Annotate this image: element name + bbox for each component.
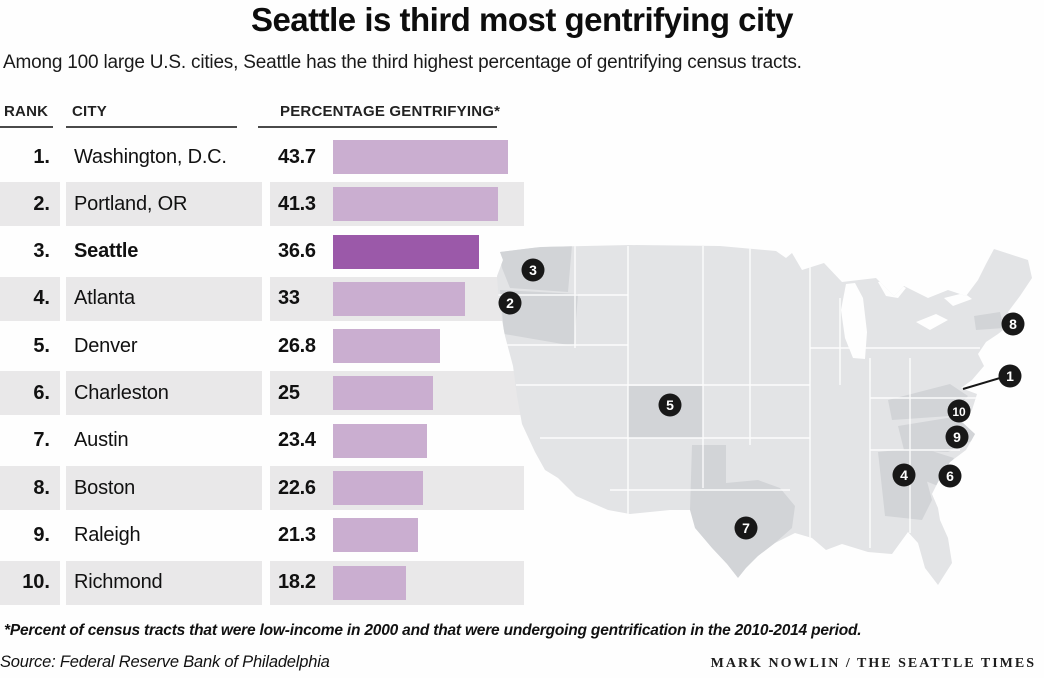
city-cell: Raleigh: [74, 523, 141, 546]
value-cell: 18.2: [278, 571, 316, 594]
map-marker: 2: [498, 291, 522, 315]
rank-cell: 8.: [0, 466, 60, 511]
map-markers: 1 2 3 4 5 6 7: [498, 258, 1025, 540]
map-marker-number: 8: [1009, 316, 1017, 332]
bar: [333, 376, 433, 411]
map-state-borders: [497, 245, 980, 548]
map-marker: 10: [947, 399, 971, 423]
col-header-percentage: PERCENTAGE GENTRIFYING*: [280, 103, 501, 120]
map-marker: 7: [734, 516, 758, 540]
value-cell: 25: [278, 381, 300, 404]
city-cell: Austin: [74, 429, 129, 452]
city-cell: Richmond: [66, 560, 262, 605]
map-marker: 5: [658, 393, 682, 417]
rank-cell: 1.: [33, 145, 50, 168]
map-marker-number: 3: [529, 262, 537, 278]
rank-cell: 6.: [0, 371, 60, 416]
table-row: 3. Seattle 36.6: [0, 230, 524, 274]
map-marker: 4: [892, 463, 916, 487]
header-underline-rank: [0, 126, 53, 128]
table-row: 1. Washington, D.C. 43.7: [0, 135, 524, 179]
map-marker: 3: [521, 258, 545, 282]
rank-cell: 10.: [0, 560, 60, 605]
rank-cell: 2.: [0, 182, 60, 227]
subtitle: Among 100 large U.S. cities, Seattle has…: [3, 52, 802, 73]
city-cell: Washington, D.C.: [74, 145, 227, 168]
us-map: 1 2 3 4 5 6 7: [497, 245, 1032, 585]
rank-cell: 9.: [33, 523, 50, 546]
map-marker-number: 9: [953, 429, 961, 445]
bar: [333, 329, 441, 364]
table-row: 5. Denver 26.8: [0, 324, 524, 368]
lake-michigan: [841, 283, 867, 359]
footnote: *Percent of census tracts that were low-…: [4, 622, 862, 639]
map-marker-number: 5: [666, 397, 674, 413]
bar: [333, 281, 465, 316]
table-row: 8. Boston 22.6: [0, 466, 524, 511]
bar: [333, 565, 406, 600]
ranking-table: 1. Washington, D.C. 43.7 2. Portland, OR…: [0, 135, 524, 608]
map-marker-number: 1: [1006, 368, 1014, 384]
bar: [333, 234, 480, 269]
source: Source: Federal Reserve Bank of Philadel…: [0, 653, 330, 671]
city-cell: Boston: [66, 466, 262, 511]
bar: [333, 423, 427, 458]
value-cell: 22.6: [278, 476, 316, 499]
table-row: 2. Portland, OR 41.3: [0, 182, 524, 227]
header-underline-percentage: [258, 126, 497, 128]
city-cell: Portland, OR: [66, 182, 262, 227]
table-row: 9. Raleigh 21.3: [0, 513, 524, 557]
city-cell: Atlanta: [66, 276, 262, 321]
city-cell: Denver: [74, 334, 138, 357]
credit: MARK NOWLIN / THE SEATTLE TIMES: [710, 656, 1036, 671]
table-row: 4. Atlanta 33: [0, 276, 524, 321]
col-header-rank: RANK: [4, 103, 49, 120]
map-marker-number: 7: [742, 520, 750, 536]
map-state-south-carolina: [916, 446, 954, 486]
bar: [333, 187, 499, 222]
value-cell: 26.8: [278, 334, 316, 357]
bar: [333, 140, 508, 174]
map-marker: 9: [945, 425, 969, 449]
map-marker-number: 2: [506, 295, 514, 311]
map-marker: 1: [998, 364, 1022, 388]
map-marker-number: 10: [952, 405, 966, 419]
lake-ontario: [944, 293, 972, 306]
table-row: 10. Richmond 18.2: [0, 560, 524, 605]
city-cell: Charleston: [66, 371, 262, 416]
table-row: 6. Charleston 25: [0, 371, 524, 416]
value-cell: 33: [278, 287, 300, 310]
table-row: 7. Austin 23.4: [0, 419, 524, 463]
map-marker: 6: [938, 464, 962, 488]
rank-cell: 7.: [33, 429, 50, 452]
value-cell: 23.4: [278, 429, 316, 452]
rank-cell: 5.: [33, 334, 50, 357]
value-cell: 43.7: [278, 145, 316, 168]
dc-leader-line: [962, 377, 1001, 390]
lake-erie: [916, 314, 948, 330]
header-underline-city: [66, 126, 237, 128]
rank-cell: 3.: [33, 240, 50, 263]
city-cell: Seattle: [74, 240, 139, 263]
page-title: Seattle is third most gentrifying city: [250, 1, 794, 38]
bar: [333, 518, 419, 553]
value-cell: 41.3: [278, 192, 316, 215]
map-state-texas: [690, 445, 795, 578]
value-cell: 36.6: [278, 240, 316, 263]
value-cell: 21.3: [278, 523, 316, 546]
map-marker-number: 6: [946, 468, 954, 484]
map-marker-number: 4: [900, 467, 908, 483]
map-marker: 8: [1001, 312, 1025, 336]
map-state-massachusetts: [974, 312, 1004, 330]
rank-cell: 4.: [0, 276, 60, 321]
col-header-city: CITY: [72, 103, 107, 120]
bar: [333, 471, 424, 506]
